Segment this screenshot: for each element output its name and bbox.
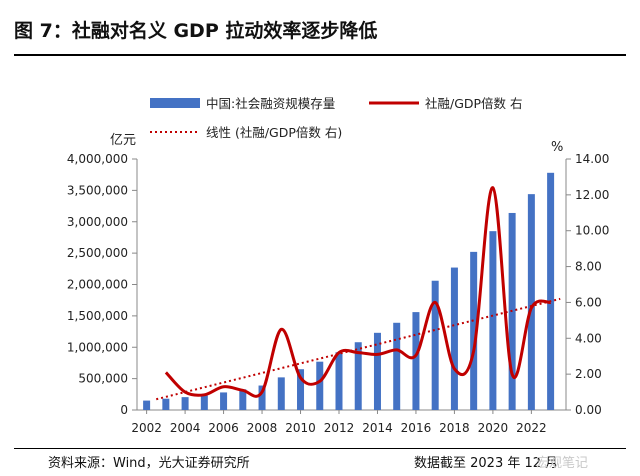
bar (181, 397, 189, 410)
right-tick-label: 6.00 (575, 295, 602, 309)
left-tick-label: 0 (120, 403, 128, 417)
bar (162, 398, 170, 410)
left-tick-label: 4,000,000 (67, 152, 128, 166)
legend-label-bar: 中国:社会融资规模存量 (206, 96, 335, 111)
right-tick-label: 0.00 (575, 403, 602, 417)
x-tick-label: 2002 (131, 421, 162, 435)
watermark: 宏观笔记 (536, 456, 589, 471)
left-tick-label: 3,500,000 (67, 183, 128, 197)
bar (373, 332, 381, 410)
bar (527, 194, 535, 410)
x-tick-label: 2016 (401, 421, 432, 435)
bar (239, 389, 247, 410)
ratio-line (164, 186, 552, 398)
right-tick-label: 8.00 (575, 260, 602, 274)
x-tick-label: 2004 (170, 421, 201, 435)
bar (220, 392, 228, 410)
date-note: 数据截至 2023 年 12 月 (414, 456, 559, 471)
right-tick-label: 12.00 (575, 188, 609, 202)
x-tick-label: 2020 (478, 421, 509, 435)
bar (489, 231, 497, 410)
left-unit-label: 亿元 (110, 133, 136, 148)
right-tick-label: 14.00 (575, 152, 609, 166)
bar (335, 352, 343, 410)
x-tick-label: 2008 (247, 421, 278, 435)
left-tick-label: 2,500,000 (67, 246, 128, 260)
right-tick-label: 2.00 (575, 367, 602, 381)
bar (393, 322, 401, 410)
x-tick-label: 2010 (285, 421, 316, 435)
left-tick-label: 3,000,000 (67, 215, 128, 229)
bar (470, 251, 478, 410)
bar (316, 361, 324, 410)
chart-title: 图 7：社融对名义 GDP 拉动效率逐步降低 (14, 20, 378, 42)
right-tick-label: 4.00 (575, 331, 602, 345)
x-tick-label: 2006 (208, 421, 239, 435)
bar (200, 395, 208, 410)
right-unit-label: % (551, 140, 563, 155)
x-tick-label: 2018 (439, 421, 470, 435)
bar (258, 385, 266, 410)
title-rule (14, 54, 626, 56)
bar (354, 342, 362, 410)
trend-line (155, 297, 561, 401)
bar (143, 400, 151, 410)
left-tick-label: 2,000,000 (67, 278, 128, 292)
left-tick-label: 1,500,000 (67, 309, 128, 323)
left-tick-label: 500,000 (78, 372, 128, 386)
bar (450, 267, 458, 410)
footer-rule (14, 448, 626, 449)
legend-label-line: 社融/GDP倍数 右 (425, 96, 523, 111)
x-tick-label: 2012 (324, 421, 355, 435)
x-tick-label: 2014 (362, 421, 393, 435)
bar (547, 172, 555, 410)
bar (431, 280, 439, 410)
legend-swatch-bar (150, 98, 200, 108)
bar (277, 377, 285, 410)
x-tick-label: 2022 (516, 421, 547, 435)
right-tick-label: 10.00 (575, 224, 609, 238)
bar (412, 312, 420, 410)
left-tick-label: 1,000,000 (67, 340, 128, 354)
legend-label-trend: 线性 (社融/GDP倍数 右) (206, 125, 342, 140)
source-note: 资料来源：Wind，光大证券研究所 (48, 456, 250, 471)
bar (297, 369, 305, 410)
